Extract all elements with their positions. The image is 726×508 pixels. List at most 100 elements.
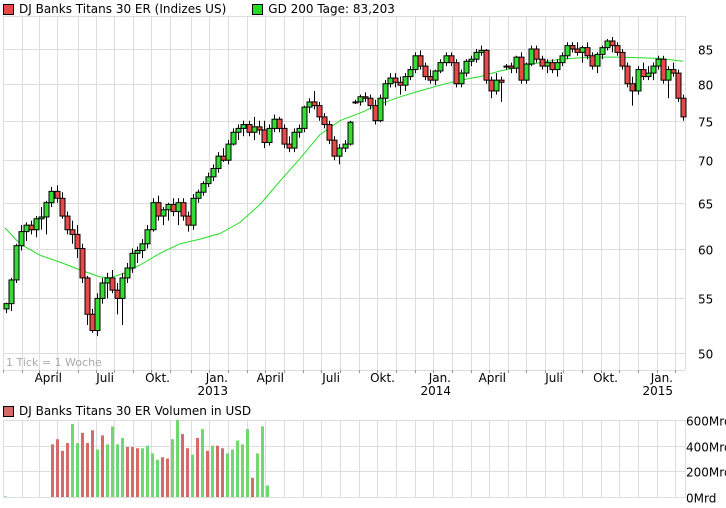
candle (54, 190, 61, 199)
candle (165, 203, 172, 211)
volume-y-tick: 200Mrd (686, 466, 726, 480)
legend-series-label: DJ Banks Titans 30 ER (Indizes US) (19, 2, 227, 16)
candle (43, 202, 50, 218)
candle (397, 81, 404, 86)
volume-swatch-icon (3, 405, 14, 417)
volume-bar (76, 443, 79, 497)
y-tick-label: 80 (698, 79, 713, 93)
y-tick-label: 65 (698, 198, 713, 212)
candle (331, 139, 338, 157)
legend-ma-label: GD 200 Tage: 83,203 (268, 2, 395, 16)
candle (38, 216, 45, 220)
volume-bar (256, 453, 259, 497)
x-tick-year: 2014 (420, 384, 451, 398)
candle (453, 62, 460, 85)
volume-bar (56, 439, 59, 497)
volume-bar (61, 450, 64, 497)
volume-bar (196, 437, 199, 497)
candle (251, 126, 258, 133)
candle (579, 47, 586, 53)
candle (372, 105, 379, 122)
volume-bar (251, 477, 254, 497)
candle (544, 62, 551, 67)
candle (533, 48, 540, 60)
candle (180, 202, 187, 217)
price-legend: DJ Banks Titans 30 ER (Indizes US) GD 20… (3, 2, 421, 16)
legend-item-series: DJ Banks Titans 30 ER (Indizes US) (3, 2, 226, 16)
volume-bar (4, 496, 7, 497)
candle (281, 127, 288, 145)
candle (498, 79, 505, 83)
candle (240, 124, 247, 129)
x-tick-year: 2013 (197, 384, 228, 398)
ma-swatch-icon (252, 3, 264, 15)
x-tick-label: Juli (544, 371, 563, 385)
candle (619, 51, 626, 67)
candle (650, 65, 657, 74)
candle (139, 243, 146, 251)
volume-bar (71, 423, 74, 497)
candle (200, 183, 207, 193)
volume-y-tick: 600Mrd (686, 415, 726, 429)
candle (559, 55, 566, 64)
volume-bar (126, 446, 129, 497)
volume-bar (91, 430, 94, 497)
candle (74, 233, 81, 250)
candle (347, 121, 354, 145)
legend-item-ma: GD 200 Tage: 83,203 (252, 2, 395, 16)
candle (362, 96, 369, 99)
candle (246, 124, 253, 133)
candle (463, 60, 470, 74)
candle (640, 69, 647, 78)
volume-bar (101, 435, 104, 497)
candle (473, 51, 480, 60)
candle (94, 297, 101, 332)
candle (437, 62, 444, 72)
candle (160, 209, 167, 217)
candle (28, 224, 35, 231)
candle (352, 101, 359, 104)
x-tick-label: Okt. (593, 371, 618, 385)
volume-bar (226, 453, 229, 497)
candle (336, 147, 343, 157)
candle (483, 49, 490, 81)
volume-bar (51, 444, 54, 497)
candle (144, 229, 151, 245)
ma200-line (4, 56, 684, 279)
candle (205, 176, 212, 185)
candle (675, 72, 682, 99)
volume-bar (201, 428, 204, 497)
volume-bar (116, 444, 119, 497)
volume-bar (161, 457, 164, 497)
candle (660, 58, 667, 81)
candle (129, 252, 136, 269)
volume-y-tick: 400Mrd (686, 441, 726, 455)
y-tick-label: 85 (698, 44, 713, 58)
volume-bar (156, 459, 159, 497)
volume-bar (171, 439, 174, 497)
candle (119, 277, 126, 299)
volume-bar (96, 449, 99, 497)
candle (518, 56, 525, 81)
x-tick-label: April (257, 371, 284, 385)
volume-bar (121, 437, 124, 497)
candle (629, 83, 636, 92)
x-tick-label: Juli (321, 371, 340, 385)
candle (291, 131, 298, 149)
candle (417, 55, 424, 67)
candle (443, 55, 450, 64)
candle (256, 126, 263, 131)
candle (155, 202, 162, 217)
candle (89, 313, 96, 332)
candle (367, 97, 374, 107)
candle (382, 83, 389, 99)
candle (670, 69, 677, 74)
volume-legend-label: DJ Banks Titans 30 ER Volumen in USD (19, 404, 252, 418)
candle (276, 118, 283, 129)
volume-bar (186, 448, 189, 497)
candle (69, 229, 76, 235)
candle (569, 45, 576, 50)
x-tick-label: Okt. (370, 371, 395, 385)
candle (599, 47, 606, 55)
